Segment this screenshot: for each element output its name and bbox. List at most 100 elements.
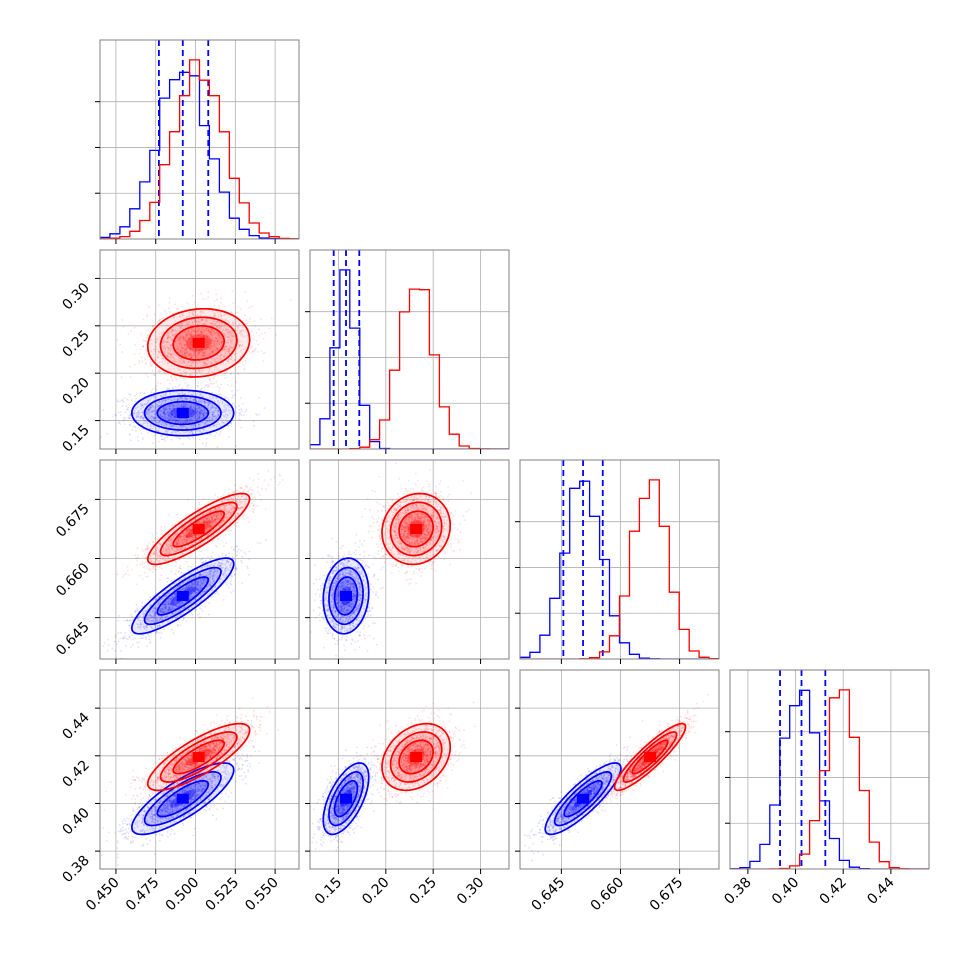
sample-point-blue xyxy=(137,411,140,414)
sample-point-blue xyxy=(227,404,230,407)
sample-point-blue xyxy=(186,398,189,400)
sample-point-blue xyxy=(160,434,163,437)
sample-point-blue xyxy=(172,403,175,406)
sample-point-red xyxy=(168,297,171,300)
sample-point-blue xyxy=(139,417,142,419)
sample-point-blue xyxy=(130,634,133,637)
sample-point-blue xyxy=(190,413,193,416)
sample-point-blue xyxy=(189,418,191,421)
sample-point-red xyxy=(220,301,223,304)
sample-point-blue xyxy=(162,407,165,410)
sample-point-blue xyxy=(161,438,164,441)
sample-point-blue xyxy=(155,396,158,398)
sample-point-blue xyxy=(211,413,214,416)
sample-point-blue xyxy=(199,430,202,433)
sample-point-blue xyxy=(218,433,221,436)
sample-point-blue xyxy=(218,389,220,392)
sample-point-blue xyxy=(191,419,194,422)
sample-point-blue xyxy=(191,613,194,616)
sample-point-blue xyxy=(179,397,182,400)
sample-point-red xyxy=(219,311,222,314)
sample-point-blue xyxy=(128,433,131,436)
sample-point-blue xyxy=(256,414,258,416)
sample-point-red xyxy=(250,305,253,308)
sample-point-blue xyxy=(163,406,165,409)
sample-point-blue xyxy=(191,393,194,396)
sample-point-blue xyxy=(217,399,219,402)
sample-point-blue xyxy=(199,408,202,411)
sample-point-blue xyxy=(238,404,241,407)
sample-point-blue xyxy=(151,405,154,408)
sample-point-blue xyxy=(208,419,211,422)
sample-point-blue xyxy=(176,398,179,401)
sample-point-blue xyxy=(184,397,187,400)
sample-point-blue xyxy=(204,421,207,424)
sample-point-blue xyxy=(195,401,198,403)
sample-point-blue xyxy=(176,406,179,409)
sample-point-blue xyxy=(119,400,121,403)
sample-point-blue xyxy=(124,418,126,421)
sample-point-blue xyxy=(181,406,184,409)
sample-point-blue xyxy=(210,402,213,405)
sample-point-red xyxy=(153,374,155,376)
sample-point-blue xyxy=(186,404,189,406)
sample-point-blue xyxy=(230,577,233,580)
sample-point-blue xyxy=(172,404,174,406)
sample-point-blue xyxy=(230,580,232,582)
sample-point-blue xyxy=(139,416,142,419)
sample-point-red xyxy=(134,344,137,346)
sample-point-blue xyxy=(188,426,191,429)
sample-point-red xyxy=(195,320,198,322)
sample-point-blue xyxy=(178,392,181,395)
sample-point-blue xyxy=(148,406,151,409)
sample-point-blue xyxy=(180,405,183,407)
sample-point-blue xyxy=(190,411,192,414)
sample-point-blue xyxy=(191,411,194,414)
sample-point-blue xyxy=(181,397,184,400)
sample-point-blue xyxy=(152,419,155,422)
sample-point-red xyxy=(181,306,184,308)
sample-point-red xyxy=(191,389,194,392)
sample-point-blue xyxy=(207,401,210,403)
sample-point-red xyxy=(216,298,218,301)
sample-point-red xyxy=(140,356,143,359)
sample-point-blue xyxy=(150,395,152,398)
sample-point-blue xyxy=(182,405,185,408)
sample-point-blue xyxy=(206,420,209,423)
sample-point-blue xyxy=(148,411,151,414)
sample-point-blue xyxy=(181,406,184,408)
sample-point-blue xyxy=(147,400,150,402)
sample-point-blue xyxy=(176,399,179,402)
sample-point-blue xyxy=(193,416,196,418)
sample-point-red xyxy=(189,333,192,335)
sample-point-red xyxy=(157,382,160,384)
sample-point-blue xyxy=(240,410,243,413)
sample-point-blue xyxy=(150,404,152,407)
sample-point-blue xyxy=(194,409,197,411)
sample-point-blue xyxy=(186,420,189,423)
sample-point-blue xyxy=(163,411,166,414)
sample-point-blue xyxy=(227,398,230,401)
sample-point-blue xyxy=(193,410,196,412)
sample-point-blue xyxy=(202,413,205,416)
sample-point-blue xyxy=(198,410,201,412)
sample-point-blue xyxy=(208,415,211,418)
sample-point-red xyxy=(205,338,208,341)
sample-point-blue xyxy=(177,430,179,433)
sample-point-blue xyxy=(202,416,205,419)
sample-point-blue xyxy=(209,426,212,428)
sample-point-blue xyxy=(120,399,123,401)
sample-point-blue xyxy=(187,418,189,420)
sample-point-blue xyxy=(118,615,121,617)
sample-point-blue xyxy=(146,422,149,425)
sample-point-blue xyxy=(197,416,200,419)
sample-point-blue xyxy=(189,397,192,400)
sample-point-blue xyxy=(162,399,165,402)
sample-point-blue xyxy=(221,411,224,414)
sample-point-red xyxy=(159,382,162,385)
sample-point-blue xyxy=(190,404,192,407)
sample-point-blue xyxy=(183,398,186,400)
sample-point-blue xyxy=(166,432,169,435)
sample-point-blue xyxy=(181,392,184,395)
sample-point-blue xyxy=(128,434,131,436)
